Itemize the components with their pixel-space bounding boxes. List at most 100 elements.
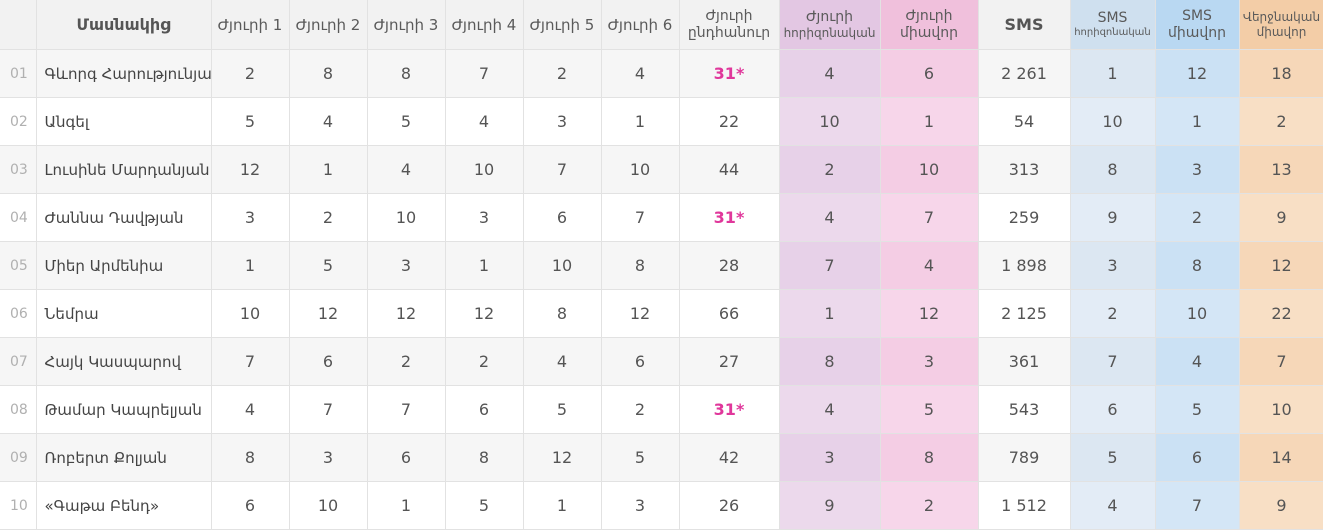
jury-1-score: 12 <box>211 145 290 194</box>
sms-professional-header-line1: SMS <box>1097 10 1128 27</box>
jury-professional-header: Ժյուրի հորիզոնական <box>779 0 881 50</box>
participant-name: Լուսինե Մարդանյան <box>36 145 212 194</box>
participant-name: Միեր Արմենիա <box>36 241 212 290</box>
final-points: 7 <box>1239 337 1323 386</box>
jury-3-header: Ժյուրի 3 <box>367 0 446 50</box>
header-row: Մասնակից Ժյուրի 1 Ժյուրի 2 Ժյուրի 3 Ժյու… <box>0 0 1323 50</box>
row-number: 06 <box>0 289 37 338</box>
table-row: 07 Հայկ Կասպարով 7 6 2 2 4 6 27 8 3 361 7 4 7 <box>0 337 1323 386</box>
jury-2-score: 6 <box>289 337 368 386</box>
sms-points: 12 <box>1155 49 1240 98</box>
sms-header: SMS <box>978 0 1071 50</box>
jury-points: 1 <box>880 97 979 146</box>
final-points: 22 <box>1239 289 1323 338</box>
sms-votes: 543 <box>978 385 1071 434</box>
row-number: 02 <box>0 97 37 146</box>
jury-4-header: Ժյուրի 4 <box>445 0 524 50</box>
sms-votes: 361 <box>978 337 1071 386</box>
jury-5-score: 5 <box>523 385 602 434</box>
jury-2-score: 4 <box>289 97 368 146</box>
sms-points: 5 <box>1155 385 1240 434</box>
table-row: 04 Ժաննա Դավթյան 3 2 10 3 6 7 31* 4 7 259 9 2 9 <box>0 193 1323 242</box>
jury-1-score: 2 <box>211 49 290 98</box>
jury-total: 27 <box>679 337 780 386</box>
final-points: 10 <box>1239 385 1323 434</box>
participant-name: Թամար Կապրելյան <box>36 385 212 434</box>
jury-6-score: 4 <box>601 49 680 98</box>
jury-5-header: Ժյուրի 5 <box>523 0 602 50</box>
jury-4-score: 7 <box>445 49 524 98</box>
jury-4-score: 10 <box>445 145 524 194</box>
jury-professional-rank: 4 <box>779 193 881 242</box>
jury-3-score: 7 <box>367 385 446 434</box>
jury-6-score: 8 <box>601 241 680 290</box>
jury-3-score: 8 <box>367 49 446 98</box>
jury-4-score: 2 <box>445 337 524 386</box>
jury-3-score: 12 <box>367 289 446 338</box>
jury-1-score: 7 <box>211 337 290 386</box>
jury-6-score: 12 <box>601 289 680 338</box>
jury-total-header: Ժյուրի ընդհանուր <box>679 0 780 50</box>
jury-4-score: 6 <box>445 385 524 434</box>
table-row: 08 Թամար Կապրելյան 4 7 7 6 5 2 31* 4 5 543 6 5 10 <box>0 385 1323 434</box>
jury-points: 2 <box>880 481 979 530</box>
jury-1-score: 4 <box>211 385 290 434</box>
jury-2-score: 2 <box>289 193 368 242</box>
row-number: 07 <box>0 337 37 386</box>
sms-professional-rank: 6 <box>1070 385 1156 434</box>
jury-6-score: 10 <box>601 145 680 194</box>
table-row: 06 Նեմրա 10 12 12 12 8 12 66 1 12 2 125 2 10 22 <box>0 289 1323 338</box>
jury-4-score: 8 <box>445 433 524 482</box>
sms-professional-rank: 3 <box>1070 241 1156 290</box>
sms-professional-rank: 1 <box>1070 49 1156 98</box>
jury-points-header-line2: միավոր <box>899 24 958 41</box>
jury-points-header: Ժյուրի միավոր <box>880 0 979 50</box>
participant-name: Ռոբերտ Քոլյան <box>36 433 212 482</box>
sms-votes: 1 898 <box>978 241 1071 290</box>
final-points: 12 <box>1239 241 1323 290</box>
jury-total: 31* <box>679 49 780 98</box>
sms-votes: 2 125 <box>978 289 1071 338</box>
row-number: 09 <box>0 433 37 482</box>
jury-3-score: 1 <box>367 481 446 530</box>
jury-points: 10 <box>880 145 979 194</box>
jury-2-score: 8 <box>289 49 368 98</box>
jury-5-score: 2 <box>523 49 602 98</box>
jury-points: 12 <box>880 289 979 338</box>
sms-points: 8 <box>1155 241 1240 290</box>
final-points: 9 <box>1239 481 1323 530</box>
jury-1-score: 6 <box>211 481 290 530</box>
jury-1-header: Ժյուրի 1 <box>211 0 290 50</box>
jury-points: 3 <box>880 337 979 386</box>
jury-2-header: Ժյուրի 2 <box>289 0 368 50</box>
jury-professional-rank: 7 <box>779 241 881 290</box>
jury-3-score: 3 <box>367 241 446 290</box>
table-row: 10 «Գաթա Բենդ» 6 10 1 5 1 3 26 9 2 1 512 4 7 9 <box>0 481 1323 530</box>
table-row: 03 Լուսինե Մարդանյան 12 1 4 10 7 10 44 2 10 313 8 3 13 <box>0 145 1323 194</box>
jury-5-score: 10 <box>523 241 602 290</box>
jury-professional-rank: 4 <box>779 49 881 98</box>
jury-professional-rank: 10 <box>779 97 881 146</box>
sms-points: 6 <box>1155 433 1240 482</box>
jury-points: 7 <box>880 193 979 242</box>
final-points: 13 <box>1239 145 1323 194</box>
sms-professional-rank: 9 <box>1070 193 1156 242</box>
row-number: 01 <box>0 49 37 98</box>
jury-1-score: 10 <box>211 289 290 338</box>
jury-points: 8 <box>880 433 979 482</box>
row-number: 05 <box>0 241 37 290</box>
jury-6-header: Ժյուրի 6 <box>601 0 680 50</box>
jury-2-score: 3 <box>289 433 368 482</box>
sms-votes: 313 <box>978 145 1071 194</box>
jury-total: 22 <box>679 97 780 146</box>
final-points-header-line1: Վերջնական <box>1242 10 1321 25</box>
jury-2-score: 5 <box>289 241 368 290</box>
jury-professional-header-line1: Ժյուրի <box>805 8 854 25</box>
jury-1-score: 3 <box>211 193 290 242</box>
jury-3-score: 4 <box>367 145 446 194</box>
sms-professional-rank: 5 <box>1070 433 1156 482</box>
sms-points-header-line1: SMS <box>1182 7 1212 24</box>
sms-votes: 1 512 <box>978 481 1071 530</box>
jury-4-score: 12 <box>445 289 524 338</box>
jury-total: 42 <box>679 433 780 482</box>
